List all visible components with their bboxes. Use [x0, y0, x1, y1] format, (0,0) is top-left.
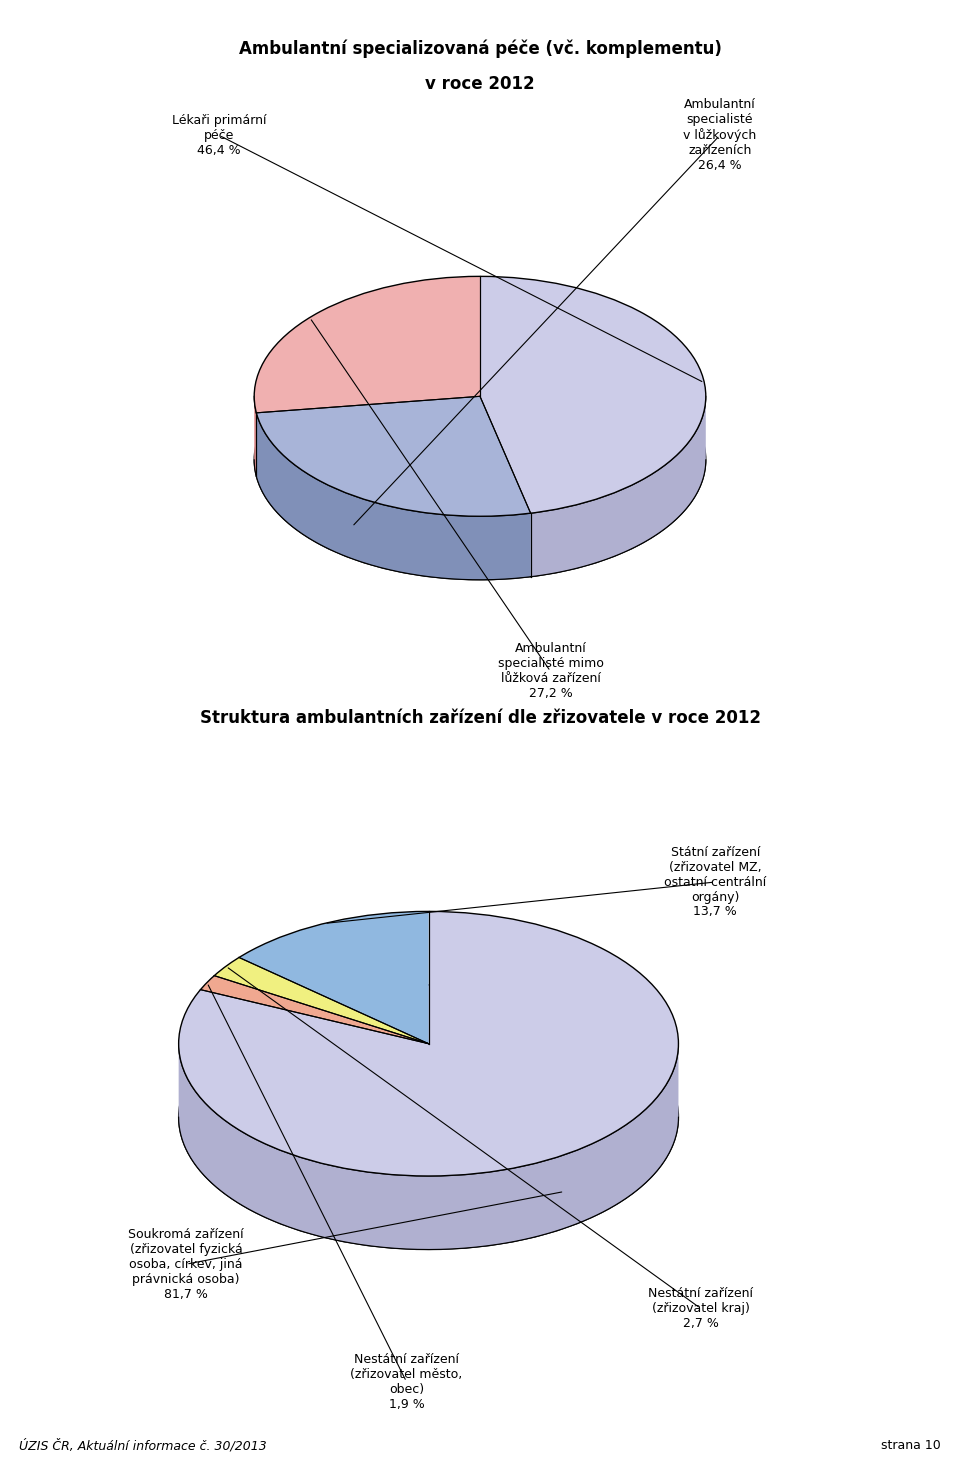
Ellipse shape — [179, 985, 679, 1250]
Text: Státní zařízení
(zřizovatel MZ,
ostatní centrální
orgány)
13,7 %: Státní zařízení (zřizovatel MZ, ostatní … — [664, 845, 766, 919]
Polygon shape — [239, 911, 428, 1044]
Text: v roce 2012: v roce 2012 — [425, 75, 535, 93]
Text: Ambulantní
specialisté mimo
lůžková zařízení
27,2 %: Ambulantní specialisté mimo lůžková zaří… — [497, 642, 604, 701]
Polygon shape — [480, 276, 706, 513]
Text: ÚZIS ČR, Aktuální informace č. 30/2013: ÚZIS ČR, Aktuální informace č. 30/2013 — [19, 1439, 267, 1452]
Polygon shape — [179, 911, 679, 1176]
Polygon shape — [531, 397, 706, 576]
Polygon shape — [254, 276, 480, 413]
Text: Nestátní zařízení
(zřizovatel kraj)
2,7 %: Nestátní zařízení (zřizovatel kraj) 2,7 … — [648, 1286, 753, 1330]
Text: Struktura ambulantních zařízení dle zřizovatele v roce 2012: Struktura ambulantních zařízení dle zřiz… — [200, 710, 760, 728]
Polygon shape — [256, 397, 531, 516]
Polygon shape — [179, 1044, 679, 1250]
Text: Soukromá zařízení
(zřizovatel fyzická
osoba, církev, jiná
právnická osoba)
81,7 : Soukromá zařízení (zřizovatel fyzická os… — [129, 1227, 244, 1301]
Text: strana 10: strana 10 — [881, 1439, 941, 1452]
Polygon shape — [254, 397, 256, 476]
Polygon shape — [214, 957, 428, 1044]
Ellipse shape — [254, 340, 706, 579]
Text: Lékaři primární
péče
46,4 %: Lékaři primární péče 46,4 % — [172, 113, 266, 157]
Polygon shape — [201, 976, 428, 1044]
Text: Nestátní zařízení
(zřizovatel město,
obec)
1,9 %: Nestátní zařízení (zřizovatel město, obe… — [350, 1352, 463, 1411]
Polygon shape — [256, 413, 531, 579]
Text: Ambulantní specializovaná péče (vč. komplementu): Ambulantní specializovaná péče (vč. komp… — [239, 40, 721, 59]
Text: Ambulantní
specialisté
v lůžkových
zařízeních
26,4 %: Ambulantní specialisté v lůžkových zaříz… — [684, 98, 756, 172]
